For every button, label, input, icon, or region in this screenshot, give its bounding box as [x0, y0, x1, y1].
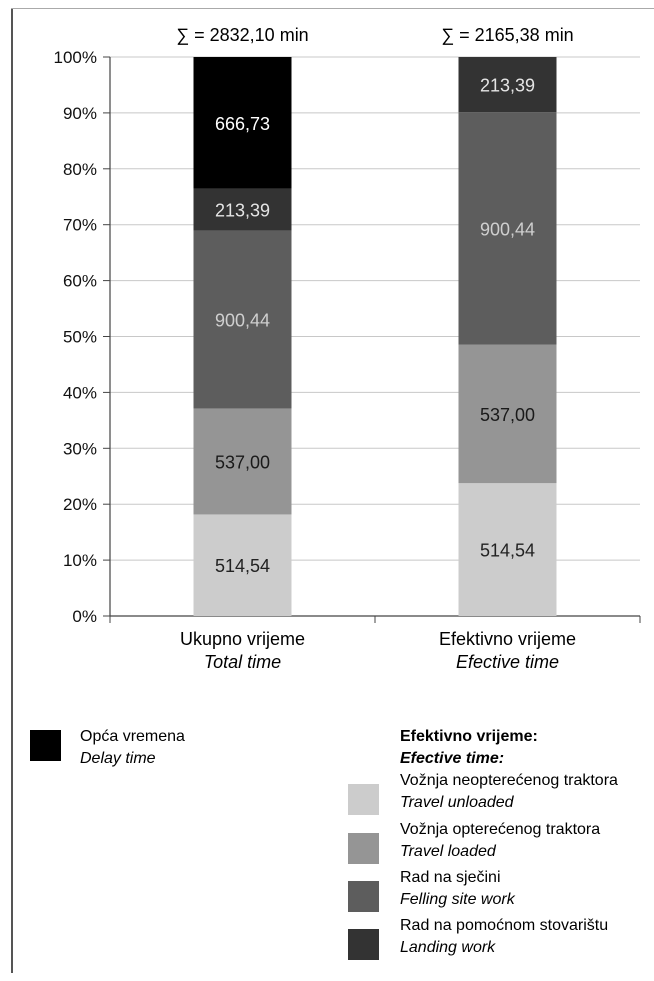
data-label: 514,54 [215, 556, 270, 576]
data-label: 537,00 [215, 452, 270, 472]
data-label: 900,44 [215, 311, 270, 331]
y-tick-label: 0% [72, 607, 97, 626]
legend-label-en: Landing work [400, 939, 496, 956]
bar-segment [193, 230, 292, 409]
y-tick-label: 90% [63, 104, 97, 123]
bar-total-label: ∑ = 2165,38 min [441, 25, 573, 45]
legend-label: Vožnja neopterećenog traktora [400, 772, 618, 789]
data-label: 537,00 [480, 405, 535, 425]
x-category-label: Ukupno vrijeme [180, 629, 305, 649]
data-label: 666,73 [215, 114, 270, 134]
legend-label-en: Travel unloaded [400, 794, 514, 811]
x-category-label-en: Efective time [456, 652, 559, 672]
legend-swatch-felling-site-work [348, 881, 379, 912]
legend-label: Rad na pomoćnom stovarištu [400, 917, 609, 934]
bar-segment [193, 514, 292, 616]
legend-label-en: Felling site work [400, 891, 515, 908]
stacked-bar-chart: 0% 10% 20% 30% 40% 50% 60% 70% 80% 90% 100% 514,54 5… [54, 25, 641, 672]
legend-label-en: Travel loaded [400, 843, 496, 860]
legend-swatch-delay [30, 730, 61, 761]
bar-segment [458, 483, 557, 616]
data-label: 514,54 [480, 541, 535, 561]
legend-swatch-landing-work [348, 929, 379, 960]
legend-swatch-travel-loaded [348, 833, 379, 864]
bar-segment [458, 344, 557, 484]
bar-segment [193, 57, 292, 189]
bar-segment [458, 57, 557, 113]
y-tick-label: 50% [63, 328, 97, 347]
legend-effective-heading-text: Efektivno vrijeme: [400, 728, 538, 745]
y-tick-label: 40% [63, 383, 97, 402]
data-label: 213,39 [215, 201, 270, 221]
y-tick-label: 60% [63, 272, 97, 291]
legend-label: Vožnja opterećenog traktora [400, 821, 601, 838]
legend-swatch-travel-unloaded [348, 784, 379, 815]
data-label: 900,44 [480, 219, 535, 239]
y-tick-label: 20% [63, 495, 97, 514]
y-tick-label: 70% [63, 216, 97, 235]
legend-label: Rad na sječini [400, 869, 501, 886]
legend-delay-label-en: Delay time [80, 750, 156, 767]
y-tick-label: 80% [63, 160, 97, 179]
y-tick-label: 100% [54, 48, 97, 67]
bar-segment [193, 408, 292, 515]
legend-effective-heading-text-en: Efective time: [400, 750, 505, 767]
frame-left-border [11, 8, 13, 973]
x-category-label: Efektivno vrijeme [439, 629, 576, 649]
legend-delay-label: Opća vremena [80, 728, 185, 745]
legend-effective-heading: Efektivno vrijeme: Efective time: [400, 726, 538, 770]
bar-segment [458, 112, 557, 345]
bar-total-label: ∑ = 2832,10 min [176, 25, 308, 45]
data-label: 213,39 [480, 76, 535, 96]
y-tick-label: 10% [63, 551, 97, 570]
y-tick-label: 30% [63, 439, 97, 458]
frame-top-border [11, 8, 654, 9]
x-category-label-en: Total time [204, 652, 281, 672]
bar-segment [193, 188, 292, 231]
